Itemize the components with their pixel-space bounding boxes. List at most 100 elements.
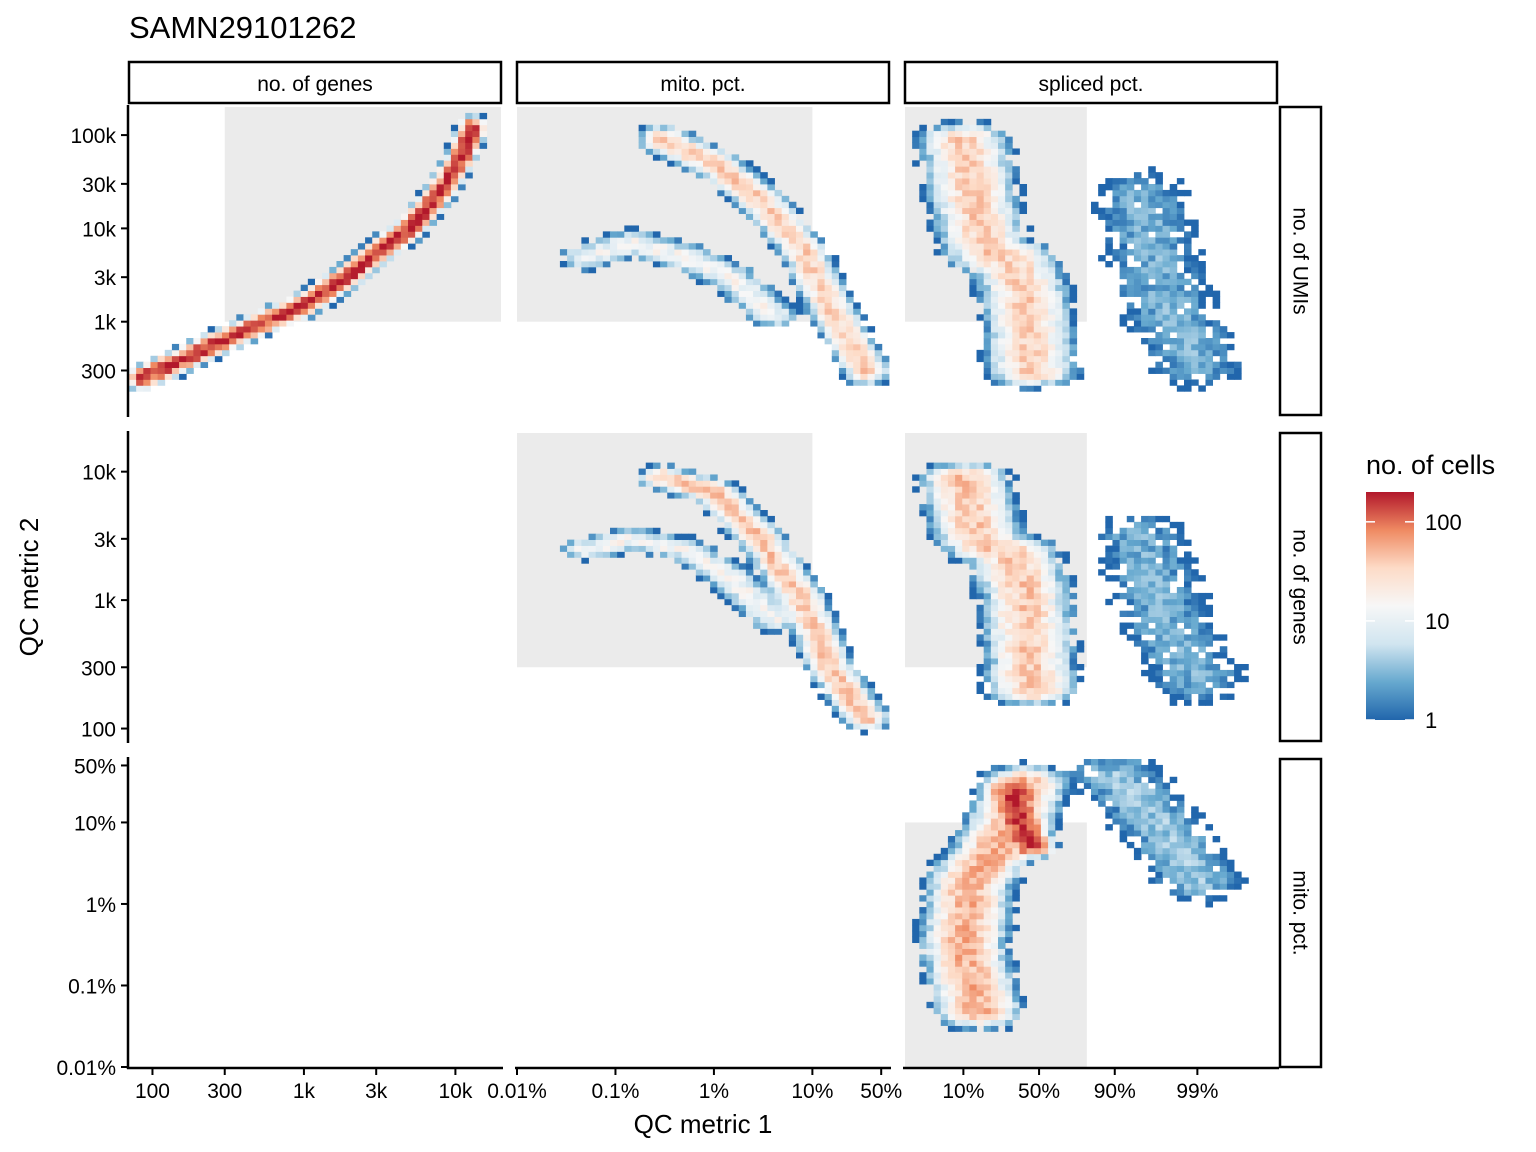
heatmap-tile — [774, 551, 783, 558]
heatmap-tile — [738, 207, 747, 215]
heatmap-tile — [1105, 557, 1113, 564]
heatmap-tile — [1012, 492, 1020, 499]
heatmap-tile — [365, 272, 373, 280]
heatmap-tile — [753, 308, 761, 315]
heatmap-tile — [933, 913, 942, 920]
heatmap-tile — [710, 486, 718, 493]
heatmap-tile — [846, 711, 854, 718]
heatmap-tile — [129, 385, 137, 392]
heatmap-tile — [1055, 788, 1063, 795]
heatmap-tile — [1098, 782, 1106, 790]
heatmap-tile — [983, 794, 992, 801]
heatmap-tile — [976, 1019, 985, 1026]
heatmap-tile — [955, 972, 963, 979]
heatmap-tile — [1169, 296, 1178, 303]
heatmap-tile — [1062, 278, 1070, 286]
heatmap-tile — [998, 984, 1006, 991]
heatmap-tile — [781, 320, 790, 327]
heatmap-tile — [193, 355, 201, 363]
heatmap-tile — [760, 195, 768, 203]
heatmap-tile — [1005, 498, 1013, 505]
heatmap-tile — [760, 622, 768, 629]
heatmap-tile — [1040, 664, 1049, 671]
heatmap-tile — [1012, 587, 1020, 594]
heatmap-tile — [1184, 539, 1192, 546]
heatmap-tile — [1212, 681, 1221, 689]
heatmap-tile — [796, 225, 804, 232]
heatmap-tile — [919, 474, 927, 481]
heatmap-tile — [681, 563, 690, 570]
heatmap-tile — [1141, 788, 1149, 795]
heatmap-tile — [1005, 966, 1013, 973]
heatmap-tile — [1119, 836, 1128, 843]
heatmap-tile — [1169, 533, 1178, 541]
heatmap-tile — [1026, 853, 1035, 861]
heatmap-tile — [962, 480, 970, 487]
heatmap-tile — [724, 498, 733, 505]
heatmap-tile — [1219, 646, 1228, 653]
heatmap-tile — [926, 901, 935, 908]
heatmap-tile — [1148, 515, 1156, 523]
heatmap-tile — [976, 492, 985, 499]
heatmap-tile — [1026, 551, 1035, 558]
heatmap-tile — [753, 533, 761, 541]
heatmap-tile — [983, 189, 992, 197]
heatmap-tile — [422, 225, 430, 232]
heatmap-tile — [1040, 587, 1049, 594]
heatmap-tile — [731, 195, 740, 203]
heatmap-tile — [955, 841, 963, 849]
heatmap-tile — [1012, 610, 1020, 618]
heatmap-tile — [136, 361, 144, 369]
heatmap-tile — [136, 367, 144, 374]
heatmap-tile — [393, 237, 402, 244]
heatmap-tile — [933, 474, 942, 481]
heatmap-tile — [990, 551, 999, 558]
heatmap-tile — [990, 515, 999, 523]
heatmap-tile — [976, 924, 985, 932]
heatmap-tile — [940, 231, 949, 238]
heatmap-tile — [1119, 539, 1128, 546]
heatmap-tile — [1026, 634, 1035, 641]
heatmap-tile — [767, 201, 775, 209]
heatmap-tile — [753, 201, 761, 209]
heatmap-tile — [1048, 314, 1056, 321]
heatmap-tile — [1005, 160, 1013, 167]
heatmap-tile — [1069, 575, 1078, 582]
heatmap-tile — [1005, 984, 1013, 991]
heatmap-tile — [1198, 338, 1206, 345]
heatmap-tile — [745, 278, 754, 286]
heatmap-tile — [990, 1013, 999, 1021]
heatmap-tile — [703, 545, 711, 552]
heatmap-tile — [1033, 314, 1042, 321]
heatmap-tile — [955, 847, 963, 855]
heatmap-tile — [207, 326, 216, 333]
heatmap-tile — [717, 278, 725, 286]
heatmap-tile — [1155, 646, 1163, 653]
heatmap-tile — [688, 480, 697, 487]
heatmap-tile — [1005, 836, 1013, 843]
heatmap-tile — [1019, 995, 1028, 1003]
heatmap-tile — [1176, 640, 1185, 647]
heatmap-tile — [803, 628, 811, 635]
heatmap-tile — [429, 195, 438, 203]
heatmap-tile — [998, 699, 1006, 706]
heatmap-tile — [1040, 652, 1049, 659]
heatmap-tile — [717, 261, 725, 268]
heatmap-tile — [947, 166, 956, 173]
heatmap-tile — [990, 545, 999, 552]
heatmap-tile — [1048, 581, 1056, 588]
heatmap-tile — [1176, 646, 1185, 653]
heatmap-tile — [1112, 255, 1121, 262]
heatmap-tile — [962, 918, 970, 926]
heatmap-tile — [695, 272, 704, 280]
heatmap-tile — [1062, 652, 1070, 659]
heatmap-tile — [465, 142, 473, 149]
heatmap-tile — [724, 166, 733, 173]
heatmap-tile — [157, 379, 166, 386]
heatmap-tile — [831, 355, 840, 363]
heatmap-tile — [1141, 782, 1149, 790]
heatmap-tile — [1169, 201, 1178, 209]
heatmap-tile — [983, 261, 992, 268]
heatmap-tile — [581, 545, 589, 552]
heatmap-tile — [788, 314, 797, 321]
